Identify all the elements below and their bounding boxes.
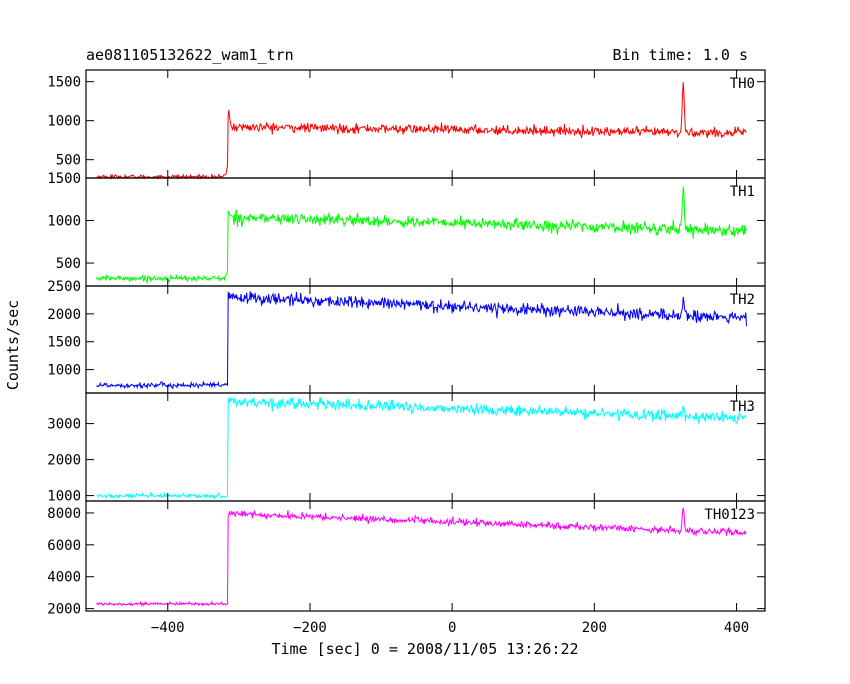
y-tick-label: 1000 <box>47 363 81 379</box>
chart-title: ae081105132622_wam1_trn <box>86 46 294 64</box>
series-line-th0123 <box>96 507 747 607</box>
y-tick-label: 8000 <box>47 506 81 522</box>
series-line-th1 <box>96 186 747 285</box>
panel-label: TH1 <box>730 184 755 200</box>
y-tick-label: 6000 <box>47 538 81 554</box>
panel-th1: 500 1000 1500 TH1 <box>47 171 766 287</box>
x-tick-label: 0 <box>448 620 456 636</box>
y-tick-label: 1000 <box>47 214 81 230</box>
panel-frame <box>85 500 766 612</box>
y-tick-label: 2000 <box>47 453 81 469</box>
y-tick-label: 1500 <box>47 75 81 91</box>
panel-th3: 1000 2000 3000 TH3 <box>47 392 766 505</box>
panel-label: TH3 <box>730 399 755 415</box>
y-tick-label: 2500 <box>47 279 81 295</box>
series-line-th0 <box>96 82 747 180</box>
x-tick-label: −200 <box>293 620 327 636</box>
series-line-th2 <box>96 291 748 390</box>
bin-time-label: Bin time: 1.0 s <box>613 46 748 64</box>
x-tick-label: 200 <box>582 620 607 636</box>
series-line-th3 <box>96 397 747 500</box>
x-tick-label: −400 <box>151 620 185 636</box>
y-tick-label: 1000 <box>47 489 81 505</box>
y-tick-label: 1500 <box>47 335 81 351</box>
y-axis-label: Counts/sec <box>4 300 22 390</box>
y-tick-label: 3000 <box>47 417 81 433</box>
x-axis-label: Time [sec] 0 = 2008/11/05 13:26:22 <box>271 640 578 658</box>
panel-th0123: 2000 4000 6000 8000 TH0123 <box>47 500 766 618</box>
panel-frame <box>85 69 766 179</box>
y-tick-label: 4000 <box>47 570 81 586</box>
y-tick-label: 2000 <box>47 307 81 323</box>
y-tick-label: 500 <box>56 153 81 169</box>
y-tick-label: 2000 <box>47 602 81 618</box>
panel-th2: 1000 1500 2000 2500 TH2 <box>47 279 766 394</box>
panel-th0: 500 1000 1500 TH0 <box>47 69 766 180</box>
panel-label: TH0 <box>730 76 755 92</box>
y-tick-label: 500 <box>56 256 81 272</box>
panel-label: TH2 <box>730 292 755 308</box>
x-tick-label: 400 <box>724 620 749 636</box>
panel-frame <box>85 177 766 287</box>
y-tick-label: 1500 <box>47 171 81 187</box>
panel-label: TH0123 <box>704 507 755 523</box>
y-tick-label: 1000 <box>47 114 81 130</box>
